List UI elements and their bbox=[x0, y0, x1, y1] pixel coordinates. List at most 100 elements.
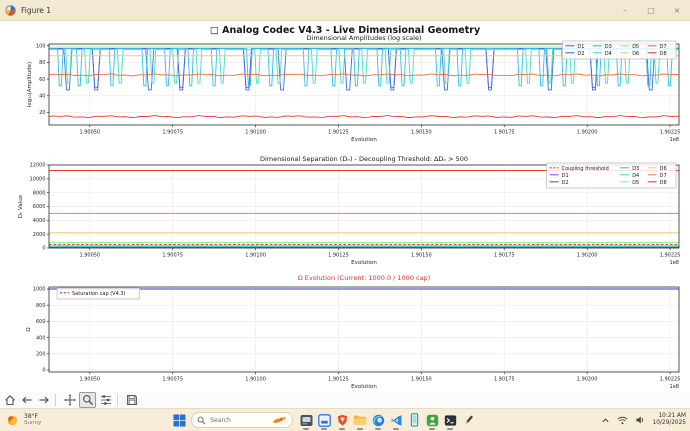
app-brave-shield-icon[interactable] bbox=[333, 410, 351, 430]
svg-text:1.90175: 1.90175 bbox=[494, 253, 515, 259]
svg-text:1.90100: 1.90100 bbox=[245, 253, 266, 259]
svg-text:Coupling threshold: Coupling threshold bbox=[562, 166, 609, 172]
app-vscode-icon[interactable] bbox=[387, 410, 405, 430]
minimize-button[interactable]: – bbox=[623, 5, 627, 15]
svg-text:0: 0 bbox=[42, 368, 45, 374]
weather-widget[interactable]: 38°F Sunny bbox=[5, 413, 41, 428]
figure-suptitle: □ Analog Codec V4.3 - Live Dimensional G… bbox=[209, 25, 481, 36]
svg-text:80: 80 bbox=[39, 60, 45, 66]
svg-text:1.90050: 1.90050 bbox=[79, 377, 100, 383]
configure-subplots-button[interactable] bbox=[98, 393, 113, 407]
clock-date: 10/29/2025 bbox=[652, 420, 686, 426]
svg-text:Evolution: Evolution bbox=[351, 137, 377, 143]
sun-icon bbox=[7, 415, 18, 425]
svg-text:6000: 6000 bbox=[33, 204, 46, 210]
svg-text:D8: D8 bbox=[660, 51, 667, 57]
maximize-button[interactable]: □ bbox=[647, 5, 655, 15]
matplotlib-icon bbox=[5, 4, 16, 16]
start-button[interactable] bbox=[169, 410, 189, 430]
svg-text:600: 600 bbox=[36, 319, 46, 325]
svg-text:1.90225: 1.90225 bbox=[660, 130, 681, 136]
chart-dimensional-separation: 1.90050 1.90075 1.90100 1.90125 1.90150 1.901… bbox=[0, 148, 690, 270]
home-button[interactable] bbox=[2, 393, 17, 407]
svg-text:Ω Evolution (Current: 1000.0 /: Ω Evolution (Current: 1000.0 / 1000 cap) bbox=[298, 274, 431, 282]
svg-text:1.90225: 1.90225 bbox=[660, 253, 681, 259]
svg-text:800: 800 bbox=[36, 303, 46, 309]
svg-text:D5: D5 bbox=[632, 180, 639, 186]
svg-text:40: 40 bbox=[39, 93, 45, 99]
svg-text:1.90075: 1.90075 bbox=[162, 377, 183, 383]
svg-text:D2: D2 bbox=[562, 180, 569, 186]
svg-text:D6: D6 bbox=[632, 51, 639, 57]
app-frame-icon[interactable] bbox=[315, 410, 333, 430]
titlebar[interactable]: Figure 1 – □ × bbox=[0, 0, 690, 21]
forward-button[interactable] bbox=[36, 393, 51, 407]
taskbar-apps bbox=[297, 410, 477, 430]
chart-omega-evolution: 1.90050 1.90075 1.90100 1.90125 1.90150 1.901… bbox=[0, 270, 690, 392]
svg-text:200: 200 bbox=[36, 351, 46, 357]
svg-text:1.90175: 1.90175 bbox=[494, 377, 515, 383]
toolbar-separator bbox=[117, 394, 118, 406]
save-button[interactable] bbox=[124, 393, 139, 407]
volume-icon[interactable] bbox=[635, 415, 645, 425]
svg-text:400: 400 bbox=[36, 335, 46, 341]
svg-text:D3: D3 bbox=[605, 44, 612, 50]
svg-text:Saturation cap (V4.3): Saturation cap (V4.3) bbox=[72, 291, 126, 297]
svg-text:D4: D4 bbox=[605, 51, 612, 57]
svg-text:Dimensional Separation (Dₙ) -: Dimensional Separation (Dₙ) - Decoupling… bbox=[260, 155, 468, 163]
search-icon bbox=[197, 416, 206, 424]
wifi-icon[interactable] bbox=[617, 416, 628, 425]
app-window-icon[interactable] bbox=[297, 410, 315, 430]
zoom-button[interactable] bbox=[79, 392, 96, 408]
svg-text:1.90200: 1.90200 bbox=[577, 253, 598, 259]
svg-text:1.90125: 1.90125 bbox=[328, 253, 349, 259]
svg-text:D1: D1 bbox=[577, 44, 584, 50]
chart-dimensional-amplitudes: 1.90050 1.90075 1.90100 1.90125 1.90150 1.901… bbox=[0, 32, 690, 146]
svg-text:D3: D3 bbox=[632, 166, 639, 172]
clock-time: 10:21 AM bbox=[658, 412, 686, 419]
windows-logo-icon bbox=[173, 414, 186, 426]
svg-text:Evolution: Evolution bbox=[351, 260, 377, 266]
svg-text:D7: D7 bbox=[660, 173, 667, 179]
svg-text:log₁₀(Amplitude): log₁₀(Amplitude) bbox=[27, 62, 33, 107]
app-edge-browser-icon[interactable] bbox=[369, 410, 387, 430]
hidden-icons-chevron[interactable] bbox=[601, 416, 610, 425]
back-button[interactable] bbox=[19, 393, 34, 407]
svg-text:8000: 8000 bbox=[33, 190, 46, 196]
pan-button[interactable] bbox=[62, 393, 77, 407]
svg-text:D5: D5 bbox=[632, 44, 639, 50]
svg-text:1.90150: 1.90150 bbox=[411, 377, 432, 383]
svg-text:D2: D2 bbox=[577, 51, 584, 57]
svg-text:1.90125: 1.90125 bbox=[328, 377, 349, 383]
svg-text:100: 100 bbox=[36, 43, 46, 49]
toolbar-separator bbox=[55, 394, 56, 406]
app-xbox-icon[interactable] bbox=[423, 410, 441, 430]
svg-text:D4: D4 bbox=[632, 173, 639, 179]
svg-text:D1: D1 bbox=[562, 173, 569, 179]
svg-text:D7: D7 bbox=[660, 44, 667, 50]
system-tray: 10:21 AM 10/29/2025 bbox=[594, 413, 686, 427]
svg-text:1e8: 1e8 bbox=[670, 384, 679, 390]
svg-text:1.90100: 1.90100 bbox=[245, 377, 266, 383]
svg-text:1.90125: 1.90125 bbox=[328, 130, 349, 136]
weather-condition: Sunny bbox=[24, 420, 42, 427]
svg-text:Ω: Ω bbox=[26, 327, 32, 331]
svg-text:Dimensional Amplitudes (log sc: Dimensional Amplitudes (log scale) bbox=[307, 34, 422, 42]
close-button[interactable]: × bbox=[673, 5, 681, 15]
svg-text:Dₙ Value: Dₙ Value bbox=[18, 194, 24, 218]
app-phone-link-icon[interactable] bbox=[405, 410, 423, 430]
app-terminal-icon[interactable] bbox=[441, 410, 459, 430]
app-pen-icon[interactable] bbox=[459, 410, 477, 430]
taskbar-clock[interactable]: 10:21 AM 10/29/2025 bbox=[653, 413, 686, 427]
svg-text:60: 60 bbox=[39, 77, 45, 83]
search-box[interactable]: Search bbox=[191, 412, 294, 428]
svg-text:1.90175: 1.90175 bbox=[494, 130, 515, 136]
matplotlib-toolbar bbox=[0, 392, 690, 408]
svg-text:1.90050: 1.90050 bbox=[79, 130, 100, 136]
app-file-explorer-icon[interactable] bbox=[351, 410, 369, 430]
svg-text:1.90150: 1.90150 bbox=[411, 253, 432, 259]
weather-temperature: 38°F bbox=[24, 412, 39, 420]
svg-text:1.90100: 1.90100 bbox=[245, 130, 266, 136]
svg-text:1.90225: 1.90225 bbox=[660, 377, 681, 383]
figure-canvas: □ Analog Codec V4.3 - Live Dimensional G… bbox=[0, 21, 690, 392]
